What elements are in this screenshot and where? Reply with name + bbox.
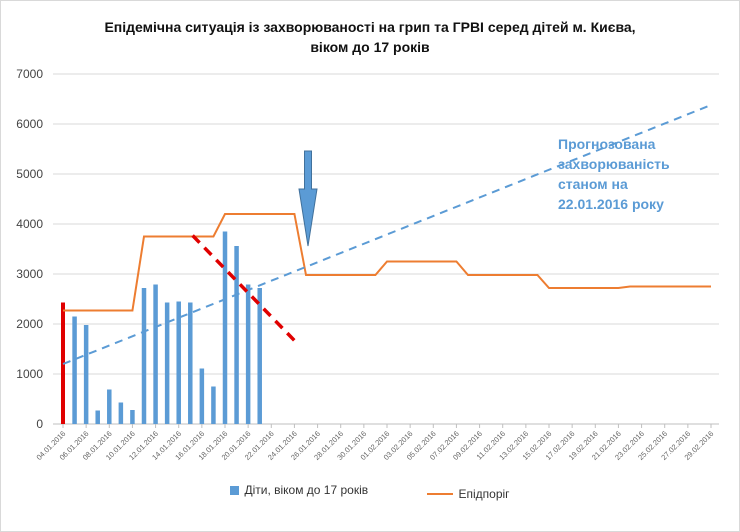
bar (118, 402, 124, 424)
bar (188, 302, 193, 424)
bar (257, 288, 262, 424)
bar (130, 410, 135, 424)
legend: Діти, віком до 17 років Епідпоріг (1, 483, 739, 501)
bar (153, 284, 158, 424)
bar (141, 288, 147, 424)
title-line-1: Епідемічна ситуація із захворюваності на… (104, 19, 636, 35)
y-tick-label: 7000 (16, 67, 43, 81)
bar (83, 325, 89, 424)
bar (72, 316, 77, 424)
bar (164, 302, 170, 424)
legend-item-threshold: Епідпоріг (427, 486, 510, 501)
annotation-line: Прогнозована (558, 136, 656, 152)
y-tick-label: 1000 (16, 367, 43, 381)
bar (107, 389, 112, 424)
y-tick-label: 0 (36, 417, 43, 431)
y-tick-label: 5000 (16, 167, 43, 181)
forecast-annotation: Прогнозована захворюваність станом на 22… (558, 134, 728, 214)
threshold-line (63, 213, 711, 312)
title-line-2: віком до 17 років (310, 39, 430, 55)
y-tick-label: 3000 (16, 267, 43, 281)
legend-label: Епідпоріг (458, 486, 510, 501)
bar (245, 284, 251, 424)
legend-swatch-bar (230, 485, 240, 495)
trend-line (62, 104, 712, 365)
y-tick-label: 6000 (16, 117, 43, 131)
bar (222, 231, 228, 424)
annotation-line: захворюваність (558, 156, 670, 172)
bar (95, 410, 100, 424)
y-tick-label: 2000 (16, 317, 43, 331)
bar (211, 386, 216, 424)
bar (176, 301, 181, 424)
annotation-line: 22.01.2016 року (558, 196, 664, 212)
bar (199, 368, 205, 424)
decline-line (191, 234, 296, 342)
legend-label: Діти, віком до 17 років (244, 483, 369, 497)
legend-swatch-line (427, 492, 454, 495)
legend-item-children: Діти, віком до 17 років (230, 483, 368, 497)
annotation-line: станом на (558, 176, 628, 192)
bar (234, 246, 239, 424)
down-arrow-icon (298, 150, 318, 247)
chart-title: Епідемічна ситуація із захворюваності на… (1, 17, 739, 57)
y-tick-label: 4000 (16, 217, 43, 231)
